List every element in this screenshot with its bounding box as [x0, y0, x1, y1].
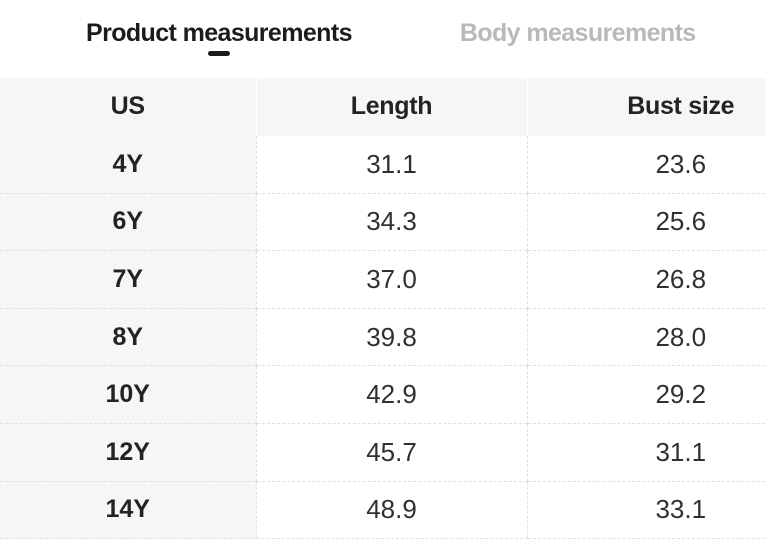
size-label-cell: 7Y: [0, 250, 256, 309]
bust-size-value-cell: 25.6: [526, 192, 766, 251]
table-row: 4Y 31.1 23.6: [0, 135, 766, 194]
size-label-cell: 6Y: [0, 192, 256, 251]
column-header-us: US: [0, 78, 256, 136]
length-value-cell: 34.3: [255, 192, 527, 251]
column-header-bust-size: Bust size: [526, 78, 766, 136]
size-label-cell: 14Y: [0, 480, 256, 539]
measurement-tab-bar: Product measurements Body measurements: [0, 0, 766, 78]
size-table-header-row: US Length Bust size: [0, 78, 766, 136]
tab-body-measurements[interactable]: Body measurements: [460, 0, 696, 56]
size-label-cell: 10Y: [0, 365, 256, 424]
bust-size-value-cell: 33.1: [526, 480, 766, 539]
tab-body-measurements-label: Body measurements: [459, 19, 696, 47]
table-row: 10Y 42.9 29.2: [0, 365, 766, 424]
bust-size-value-cell: 31.1: [526, 423, 766, 482]
bust-size-value-cell: 29.2: [526, 365, 766, 424]
table-row: 14Y 48.9 33.1: [0, 480, 766, 539]
table-row: 12Y 45.7 31.1: [0, 423, 766, 482]
tab-product-measurements[interactable]: Product measurements: [86, 0, 352, 56]
bust-size-value-cell: 23.6: [526, 135, 766, 194]
size-table-scroll-area[interactable]: US Length Bust size 4Y 31.1 23.6 6Y 34.3…: [0, 78, 766, 539]
length-value-cell: 48.9: [255, 480, 527, 539]
table-row: 6Y 34.3 25.6: [0, 192, 766, 251]
bust-size-value-cell: 26.8: [526, 250, 766, 309]
length-value-cell: 39.8: [255, 307, 527, 366]
size-label-cell: 12Y: [0, 423, 256, 482]
active-tab-underline-indicator: [207, 51, 230, 56]
length-value-cell: 37.0: [255, 250, 527, 309]
column-header-length: Length: [255, 78, 527, 136]
size-label-cell: 4Y: [0, 135, 256, 194]
tab-product-measurements-label: Product measurements: [86, 19, 352, 47]
size-label-cell: 8Y: [0, 307, 256, 366]
bust-size-value-cell: 28.0: [526, 307, 766, 366]
table-row: 7Y 37.0 26.8: [0, 250, 766, 309]
size-table: US Length Bust size 4Y 31.1 23.6 6Y 34.3…: [0, 78, 766, 539]
length-value-cell: 31.1: [255, 135, 527, 194]
length-value-cell: 45.7: [255, 423, 527, 482]
length-value-cell: 42.9: [255, 365, 527, 424]
table-row: 8Y 39.8 28.0: [0, 307, 766, 366]
